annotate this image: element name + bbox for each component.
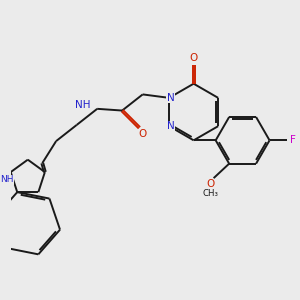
Text: F: F	[290, 135, 296, 145]
Text: NH: NH	[0, 175, 13, 184]
Text: N: N	[167, 93, 175, 103]
Text: CH₃: CH₃	[203, 189, 219, 198]
Text: N: N	[167, 121, 175, 131]
Text: NH: NH	[75, 100, 90, 110]
Text: O: O	[139, 129, 147, 139]
Text: O: O	[207, 179, 215, 189]
Text: O: O	[190, 53, 198, 64]
